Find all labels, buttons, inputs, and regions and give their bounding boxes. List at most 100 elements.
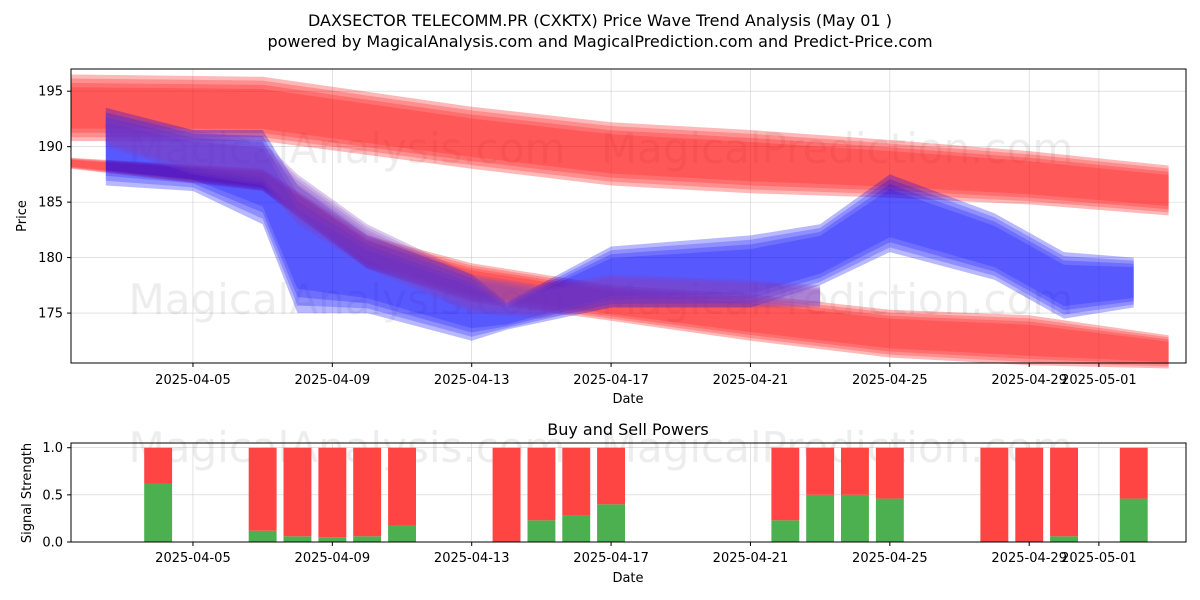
signal-y-tick-label: 0.5 [42,488,63,503]
watermark-left: MagicalAnalysis.com [129,124,566,173]
sell-bar [527,447,556,521]
band-1-layer-2 [71,78,1169,213]
price-y-tick-label: 180 [38,251,63,266]
band-3 [105,107,1134,341]
band-3-layer-4 [105,122,1134,329]
price-y-tick-label: 190 [38,140,63,155]
price-grid [71,69,1186,363]
band-4-layer-1 [105,113,821,319]
signal-x-tick-label: 2025-04-09 [295,551,371,566]
signal-plot-frame [70,442,1187,543]
sell-bar [806,447,835,495]
band-1-layer-3 [71,82,1169,210]
buy-bar [562,515,591,542]
sell-bar [597,447,625,505]
buy-bar [841,494,869,542]
sell-bar [318,447,347,538]
band-2-layer-1 [71,157,1169,369]
signal-x-tick-label: 2025-04-05 [155,551,231,566]
price-y-label: Price [15,200,30,232]
signal-y-label: Signal Strength [20,443,35,543]
buy-bar [875,498,904,542]
sell-bar [1119,447,1148,499]
signal-x-tick-label: 2025-05-01 [1061,551,1137,566]
sell-bar [248,447,277,531]
chart-title: DAXSECTOR TELECOMM.PR (CXKTX) Price Wave… [308,11,892,30]
price-x-tick-label: 2025-04-25 [852,373,928,388]
band-4-layer-4 [105,119,821,313]
price-x-tick-label: 2025-05-01 [1061,373,1137,388]
sell-bar [388,447,416,525]
sell-bar [283,447,312,537]
signal-x-ticks: 2025-04-05 2025-04-09 2025-04-13 2025-04-17… [155,542,1137,566]
band-3-layer-1 [105,107,1134,341]
signal-title: Buy and Sell Powers [547,420,709,439]
band-4-layer-2 [105,115,821,317]
buy-bar [1119,498,1148,542]
price-plot-frame [70,68,1187,364]
signal-bars [144,447,1148,542]
price-y-tick-label: 185 [38,196,63,211]
buy-bar [388,525,416,542]
signal-y-ticks: 0.0 0.5 1.0 [42,441,71,551]
sell-bar [562,447,591,516]
watermark-right-lower: MagicalPrediction.com [601,275,1074,324]
signal-panel: Buy and Sell Powers MagicalAnalysis.com … [20,420,1187,586]
price-x-tick-label: 2025-04-05 [155,373,231,388]
watermark-right: MagicalPrediction.com [601,124,1074,173]
watermark-left-lower: MagicalAnalysis.com [129,275,566,324]
band-1 [71,74,1169,216]
price-panel: MagicalAnalysis.com MagicalPrediction.co… [15,68,1187,407]
signal-y-tick-label: 0.0 [42,536,63,551]
buy-bar [318,537,347,542]
signal-x-tick-label: 2025-04-21 [713,551,789,566]
price-x-tick-label: 2025-04-21 [713,373,789,388]
price-x-tick-label: 2025-04-17 [573,373,649,388]
price-x-tick-label: 2025-04-29 [991,373,1067,388]
price-y-tick-label: 195 [38,85,63,100]
sell-bar [841,447,869,495]
buy-bar [527,520,556,542]
signal-x-label: Date [612,571,643,586]
band-1-layer-1 [71,74,1169,216]
sell-bar [771,447,800,521]
price-plot-area [71,69,1186,363]
sell-bar [1050,447,1078,537]
band-3-layer-2 [105,112,1134,337]
band-3-layer-3 [105,117,1134,333]
price-y-ticks: 175 180 185 190 195 [38,85,71,322]
band-1-layer-4 [71,87,1169,206]
band-2-layer-2 [71,158,1169,367]
sell-bar [353,447,382,537]
buy-bar [806,494,835,542]
band-4 [105,113,821,319]
band-2-layer-3 [71,159,1169,365]
price-x-ticks: 2025-04-05 2025-04-09 2025-04-13 2025-04-17… [155,363,1137,388]
signal-y-tick-label: 1.0 [42,441,63,456]
signal-x-tick-label: 2025-04-25 [852,551,928,566]
chart-subtitle: powered by MagicalAnalysis.com and Magic… [267,32,932,51]
sell-bar [980,447,1009,542]
buy-bar [353,536,382,542]
buy-bar [248,530,277,542]
buy-bar [597,504,625,542]
signal-x-tick-label: 2025-04-13 [434,551,510,566]
sell-bar [875,447,904,499]
price-x-tick-label: 2025-04-13 [434,373,510,388]
price-y-tick-label: 175 [38,307,63,322]
sell-bar [492,447,521,542]
band-4-layer-3 [105,117,821,315]
price-x-tick-label: 2025-04-09 [295,373,371,388]
buy-bar [1050,536,1078,542]
price-bands [71,74,1169,369]
signal-x-tick-label: 2025-04-17 [573,551,649,566]
buy-bar [144,483,173,542]
buy-bar [771,520,800,542]
sell-bar [144,447,173,484]
buy-bar [283,536,312,542]
signal-x-tick-label: 2025-04-29 [991,551,1067,566]
band-2 [71,157,1169,369]
sell-bar [1015,447,1044,542]
price-x-label: Date [612,392,643,407]
